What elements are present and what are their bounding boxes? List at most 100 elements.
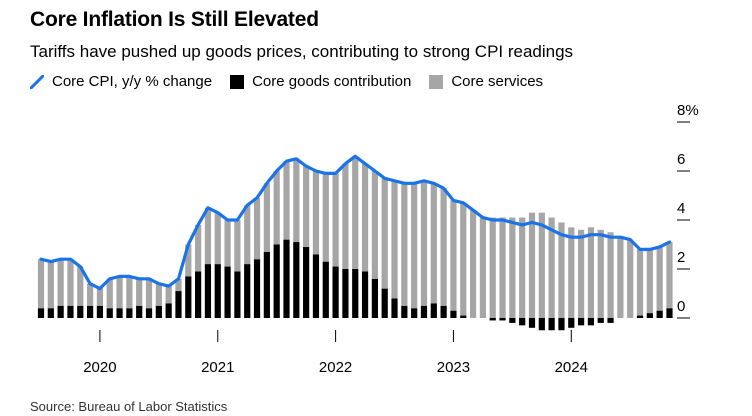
goods-bar (57, 305, 64, 318)
goods-bar (440, 305, 447, 318)
core-cpi-line (39, 154, 672, 291)
goods-bar (283, 239, 290, 318)
services-bar (528, 212, 536, 318)
legend-label-core-cpi: Core CPI, y/y % change (52, 73, 213, 90)
goods-bar (666, 308, 673, 318)
y-tick-label: 8% (677, 102, 699, 119)
goods-bar (597, 318, 604, 323)
services-bar (37, 259, 45, 309)
services-bar (489, 217, 496, 318)
goods-bar (195, 271, 202, 318)
services-bar (136, 278, 143, 306)
chart-title: Core Inflation Is Still Elevated (30, 8, 319, 31)
goods-bar (303, 246, 310, 318)
goods-bar (352, 269, 359, 318)
services-bar (67, 259, 74, 306)
goods-bar (96, 305, 104, 318)
services-bar (116, 276, 123, 309)
services-bar (391, 180, 398, 299)
goods-bar (391, 298, 398, 318)
goods-bar (450, 310, 457, 318)
goods-bar (607, 318, 614, 323)
y-tick-label: 6 (677, 151, 685, 168)
services-bar (499, 217, 506, 318)
services-bar (96, 288, 104, 306)
goods-bar (460, 315, 467, 318)
goods-bar (548, 318, 555, 331)
goods-bar (646, 313, 653, 318)
services-bar (371, 171, 378, 279)
services-bar (656, 246, 663, 311)
services-bar (597, 229, 604, 318)
source-note: Source: Bureau of Labor Statistics (30, 399, 228, 414)
services-bar (303, 166, 310, 247)
services-bar (627, 239, 634, 318)
x-tick-label: 2020 (83, 359, 116, 376)
services-bar (411, 183, 418, 309)
legend-item-core-services: Core services (429, 73, 543, 90)
goods-bar (499, 318, 506, 321)
services-bar (342, 163, 349, 269)
services-bar (607, 232, 614, 318)
services-bar (244, 205, 251, 265)
goods-bar (244, 264, 251, 318)
goods-bar (165, 303, 172, 318)
goods-bar (568, 318, 575, 328)
goods-bar (263, 251, 270, 318)
services-bar (381, 178, 388, 289)
goods-bar (528, 318, 536, 328)
legend: Core CPI, y/y % change Core goods contri… (30, 73, 543, 90)
services-bar (263, 183, 270, 252)
goods-bar (636, 315, 644, 318)
goods-bar (224, 266, 231, 318)
goods-bar (411, 308, 418, 318)
services-bar (126, 276, 133, 309)
services-swatch-icon (429, 74, 444, 89)
services-bar (568, 227, 575, 318)
services-bar (47, 261, 54, 309)
services-bar (420, 180, 428, 306)
goods-bar (519, 318, 526, 326)
services-bar (273, 171, 280, 245)
goods-bar (234, 271, 241, 318)
goods-bar (430, 303, 437, 318)
y-tick-label: 2 (677, 249, 685, 266)
services-bar (155, 283, 162, 306)
services-bar (312, 171, 320, 255)
y-tick-label: 0 (677, 298, 685, 315)
chart-subtitle: Tariffs have pushed up goods prices, con… (30, 42, 574, 61)
services-bar (293, 158, 300, 243)
goods-bar (558, 318, 565, 331)
services-bar (57, 259, 64, 306)
services-bar (145, 278, 153, 309)
services-bar (578, 229, 585, 318)
goods-bar (401, 305, 408, 318)
services-bar (204, 207, 212, 265)
services-bar (469, 210, 477, 318)
services-bar (519, 217, 526, 318)
services-bar (558, 222, 565, 318)
services-bar (332, 173, 339, 267)
services-bar (322, 173, 329, 262)
services-bar (361, 163, 369, 272)
goods-swatch-icon (230, 74, 245, 89)
legend-item-core-cpi: Core CPI, y/y % change (30, 73, 212, 90)
goods-bar (293, 242, 300, 318)
goods-bar (37, 308, 45, 318)
services-bar (352, 156, 359, 269)
goods-bar (126, 308, 133, 318)
goods-bar (587, 318, 595, 326)
goods-bar (87, 305, 94, 318)
services-bar (450, 200, 457, 311)
services-bar (106, 278, 113, 309)
goods-bar (332, 266, 339, 318)
services-bar (234, 220, 241, 272)
goods-bar (145, 308, 153, 318)
goods-bar (273, 244, 280, 318)
goods-bar (253, 259, 261, 318)
goods-bar (420, 305, 428, 318)
services-bar (224, 220, 231, 267)
services-bar (548, 217, 555, 318)
x-tick-label: 2021 (201, 359, 234, 376)
legend-label-core-goods: Core goods contribution (252, 73, 412, 90)
